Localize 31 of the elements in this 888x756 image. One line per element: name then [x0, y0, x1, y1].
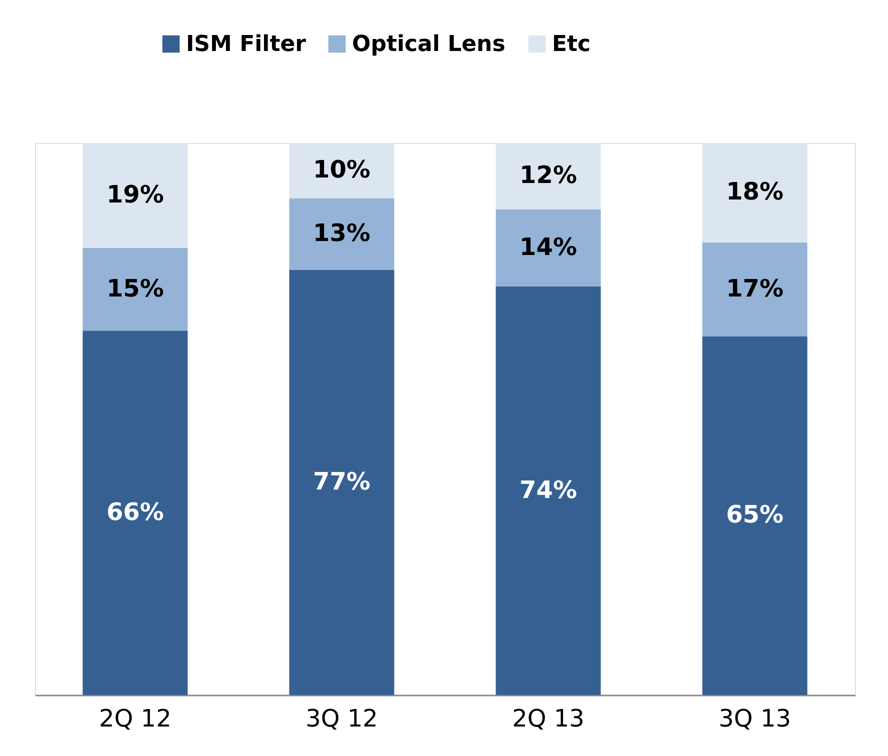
x-tick-label: 3Q 12	[306, 704, 378, 732]
bar	[496, 286, 601, 695]
data-label: 19%	[106, 180, 164, 208]
bar	[289, 143, 394, 198]
data-label: 13%	[313, 219, 370, 248]
bar	[82, 330, 188, 695]
bar	[702, 336, 808, 695]
x-tick-label: 2Q 13	[512, 704, 584, 732]
bar	[82, 248, 188, 331]
bar	[496, 143, 601, 210]
data-label: 14%	[520, 232, 577, 261]
legend-label: ISM Filter	[186, 32, 306, 57]
data-label: 77%	[313, 467, 370, 496]
data-label: 18%	[726, 178, 784, 206]
bar	[82, 143, 188, 248]
data-label: 15%	[106, 274, 164, 302]
bar	[496, 209, 601, 287]
legend-label: Etc	[552, 32, 591, 57]
bar	[702, 242, 808, 336]
bar	[702, 143, 808, 242]
data-label: 74%	[520, 476, 577, 504]
data-label: 65%	[726, 500, 784, 529]
legend-label: Optical Lens	[352, 32, 506, 57]
bar	[289, 198, 394, 270]
bar	[289, 270, 394, 695]
data-label: 66%	[106, 498, 164, 526]
data-label: 10%	[313, 156, 370, 184]
x-tick-label: 3Q 13	[718, 704, 791, 732]
data-label: 12%	[520, 161, 577, 190]
x-tick-label: 2Q 12	[99, 704, 172, 732]
data-label: 17%	[726, 274, 784, 302]
